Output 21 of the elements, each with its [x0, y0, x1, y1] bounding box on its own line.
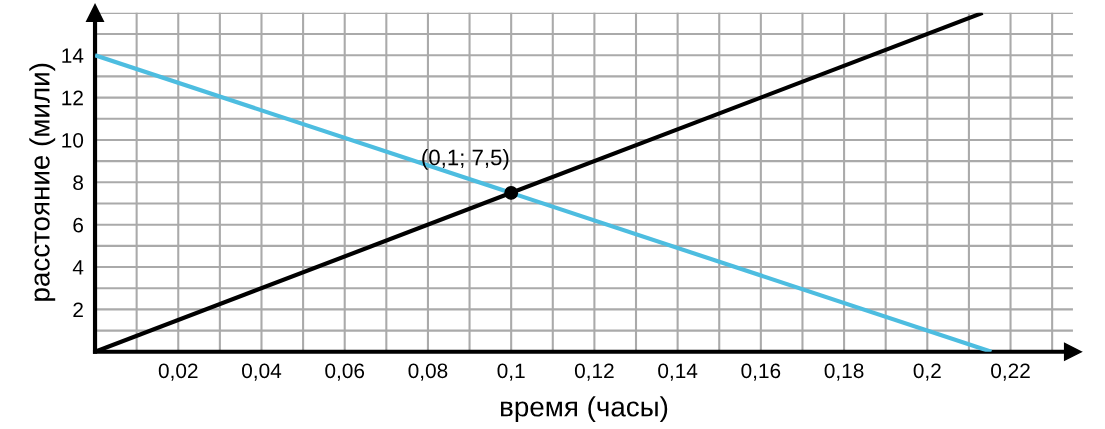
x-tick-label: 0,14	[658, 363, 698, 381]
y-tick-label: 6	[73, 217, 83, 233]
x-tick-label: 0,16	[741, 363, 781, 381]
y-tick-label: 12	[62, 90, 83, 106]
y-axis-title: расстояние (мили)	[29, 63, 56, 301]
x-tick-label: 0,06	[325, 363, 365, 381]
y-tick-label: 8	[73, 175, 84, 191]
x-tick-label: 0,12	[574, 363, 614, 381]
y-tick-label: 14	[62, 48, 84, 63]
x-tick-label: 0,1	[497, 363, 525, 381]
x-tick-label: 0,08	[408, 363, 448, 381]
x-tick-label: 0,04	[242, 363, 282, 381]
x-tick-label: 0,18	[824, 363, 864, 381]
x-tick-label: 0,2	[913, 363, 941, 381]
annotation: (0,1; 7,5)	[422, 149, 509, 170]
x-tick-label: 0,02	[158, 363, 198, 381]
x-tick-label: 0,22	[991, 363, 1030, 381]
x-axis-title: время (часы)	[501, 396, 668, 423]
y-tick-label: 4	[72, 260, 84, 275]
y-tick-label: 2	[73, 302, 83, 317]
y-tick-label: 10	[62, 132, 84, 148]
